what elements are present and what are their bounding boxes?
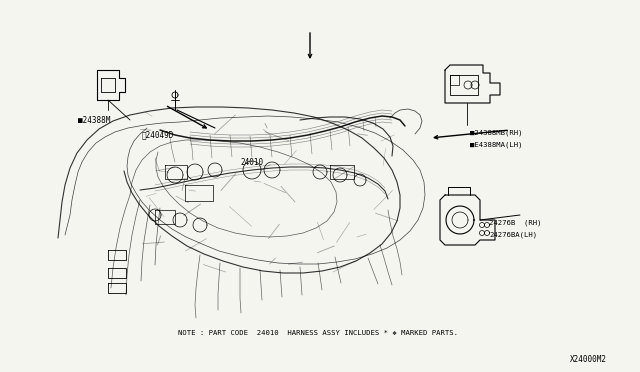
Text: 24010: 24010: [240, 158, 263, 167]
Text: ⁂24049D: ⁂24049D: [142, 130, 174, 139]
Text: ■24388MB(RH): ■24388MB(RH): [470, 130, 522, 137]
Text: ■24388M: ■24388M: [78, 116, 110, 125]
Text: 24276B  (RH): 24276B (RH): [489, 220, 541, 227]
Text: NOTE : PART CODE  24010  HARNESS ASSY INCLUDES * ❖ MARKED PARTS.: NOTE : PART CODE 24010 HARNESS ASSY INCL…: [178, 330, 458, 336]
Text: ■E4388MA(LH): ■E4388MA(LH): [470, 142, 522, 148]
Text: X24000M2: X24000M2: [570, 355, 607, 364]
Text: 24276BA(LH): 24276BA(LH): [489, 232, 537, 238]
